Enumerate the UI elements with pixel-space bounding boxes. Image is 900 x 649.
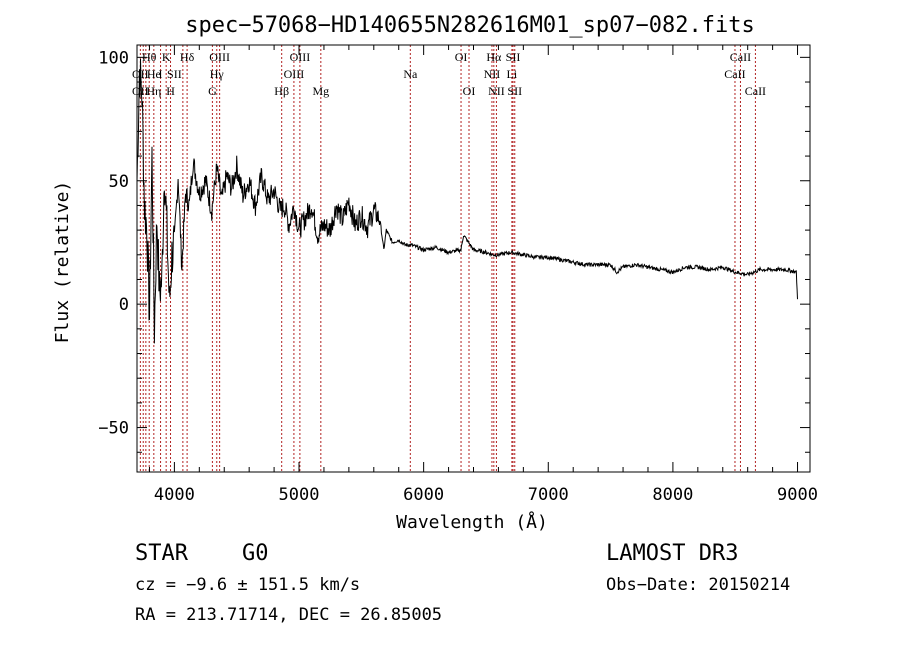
x-tick-label: 7000 <box>528 485 569 505</box>
spectral-line-label: OIII <box>284 67 305 81</box>
spectral-line-label: OII <box>132 67 149 81</box>
spectral-line-label: NII <box>484 67 501 81</box>
spectral-line-label: NII <box>488 84 505 98</box>
y-tick-label: −50 <box>98 419 129 439</box>
spectral-line-label: Hθ <box>142 50 157 64</box>
observation-date: Obs−Date: 20150214 <box>606 575 790 595</box>
spectral-line-label: OIII <box>290 50 311 64</box>
spectral-line-label: CaII <box>730 50 751 64</box>
x-tick-label: 9000 <box>777 485 818 505</box>
spectral-line-label: OI <box>463 84 476 98</box>
spectral-line-label: Hγ <box>210 67 225 81</box>
object-subclass: G0 <box>242 541 269 566</box>
chart-title: spec−57068−HD140655N282616M01_sp07−082.f… <box>185 13 755 38</box>
x-tick-label: 6000 <box>403 485 444 505</box>
x-tick-label: 5000 <box>279 485 320 505</box>
spectral-line-label: SII <box>167 67 182 81</box>
spectral-line-label: I <box>159 67 163 81</box>
redshift-value: cz = −9.6 ± 151.5 km/s <box>135 575 360 595</box>
spectral-line-label: G <box>208 84 217 98</box>
survey-name: LAMOST DR3 <box>606 541 738 566</box>
y-tick-label: 100 <box>98 48 129 68</box>
spectral-line-label: Hβ <box>274 84 289 98</box>
spectral-line-label: OI <box>455 50 468 64</box>
spectral-line-label: Hα <box>486 50 502 64</box>
spectral-line-label: Mg <box>312 84 329 98</box>
y-tick-label: 0 <box>119 295 129 315</box>
spectral-line-label: Li <box>507 67 518 81</box>
spectral-line-label: K <box>162 50 171 64</box>
spectral-line-label: CaII <box>745 84 766 98</box>
x-tick-label: 4000 <box>154 485 195 505</box>
x-tick-label: 8000 <box>652 485 693 505</box>
spectral-line-label: SII <box>506 50 521 64</box>
spectral-line-label: Hη <box>146 84 161 98</box>
plot-area: 4000 5000 6000 7000 8000 9000−50050100OIIHθOI… <box>98 44 818 505</box>
spectral-line-label: Hδ <box>180 50 195 64</box>
spectral-line-label: H <box>166 84 175 98</box>
spectral-line-label: CaII <box>724 67 745 81</box>
y-axis-label: Flux (relative) <box>52 181 73 344</box>
spectral-line-label: OIII <box>209 50 230 64</box>
spectrum-series-line <box>136 58 798 344</box>
x-axis-label: Wavelength (Å) <box>396 511 548 533</box>
spectral-line-label: Na <box>403 67 418 81</box>
object-class: STAR <box>135 541 189 566</box>
y-tick-label: 50 <box>109 172 129 192</box>
coordinates: RA = 213.71714, DEC = 26.85005 <box>135 605 442 625</box>
spectral-line-label: He <box>147 67 161 81</box>
spectral-line-label: OII <box>132 84 149 98</box>
spectral-line-label: SII <box>507 84 522 98</box>
plot-frame <box>136 44 811 473</box>
